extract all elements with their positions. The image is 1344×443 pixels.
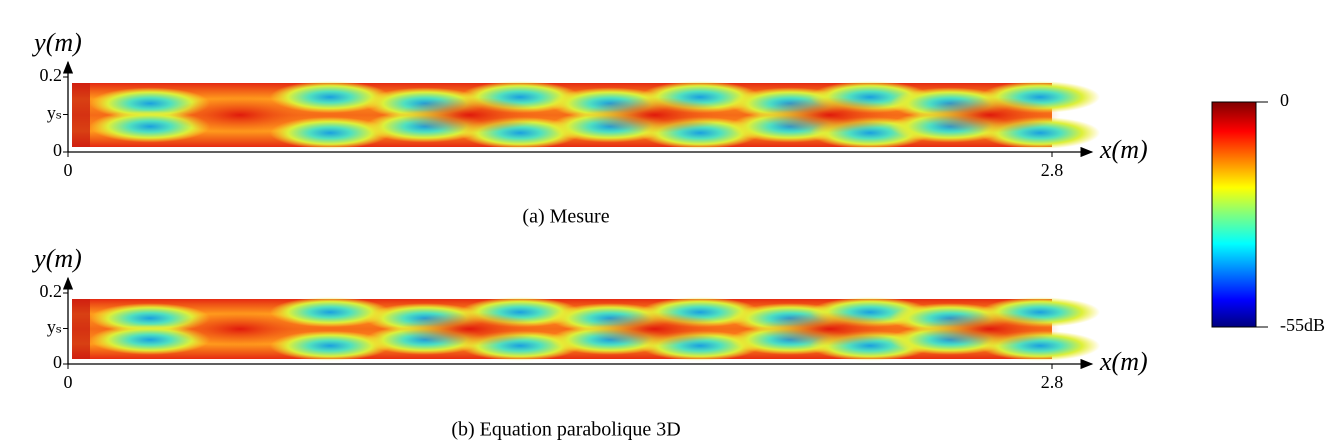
colorbar xyxy=(1211,101,1257,328)
field-core xyxy=(760,312,900,346)
field-core xyxy=(920,97,1060,133)
field-source xyxy=(72,83,90,147)
field-core xyxy=(170,97,310,133)
y-axis-label: y(m) xyxy=(31,28,82,57)
field-source xyxy=(72,299,90,359)
field-core xyxy=(400,312,540,346)
field-node xyxy=(270,330,390,361)
field-core xyxy=(760,97,900,133)
field-node xyxy=(270,297,390,328)
y-tick-label: 0 xyxy=(53,352,62,372)
colorbar-tick-label: 0 xyxy=(1280,90,1289,110)
y-tick-label: 0.2 xyxy=(40,281,63,301)
field-node xyxy=(270,81,390,114)
x-axis-label: x(m) xyxy=(1099,135,1148,164)
field-core xyxy=(170,312,310,346)
y-axis-label: y(m) xyxy=(31,244,82,273)
field-core xyxy=(585,312,725,346)
x-axis-label: x(m) xyxy=(1099,347,1148,376)
x-tick-label: 2.8 xyxy=(1041,372,1064,392)
field-node xyxy=(270,116,390,149)
y-tick-label: yₛ xyxy=(47,103,62,123)
y-tick-label: 0 xyxy=(53,140,62,160)
field-core xyxy=(585,97,725,133)
field-core xyxy=(400,97,540,133)
x-tick-label: 0 xyxy=(64,372,73,392)
caption: (b) Equation parabolique 3D xyxy=(451,419,680,441)
colorbar-tick-label: -55dB xyxy=(1280,315,1325,335)
field-core xyxy=(920,312,1060,346)
x-tick-label: 0 xyxy=(64,160,73,180)
y-tick-label: 0.2 xyxy=(40,65,63,85)
caption: (a) Mesure xyxy=(522,206,609,228)
y-tick-label: yₛ xyxy=(47,317,62,337)
x-tick-label: 2.8 xyxy=(1041,160,1064,180)
